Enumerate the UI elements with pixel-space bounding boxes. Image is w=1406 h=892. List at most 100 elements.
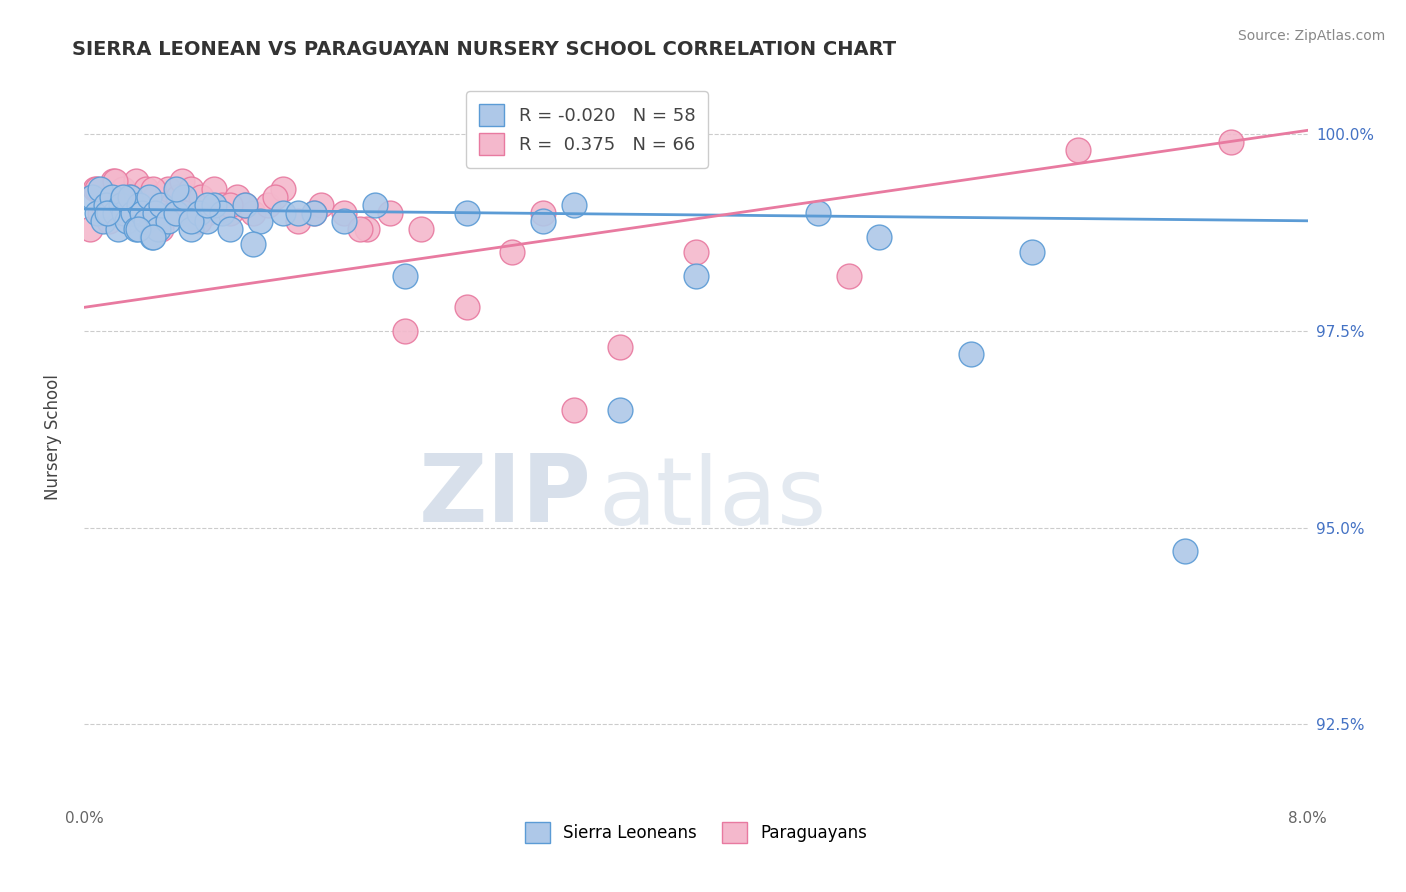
Point: [104, 206, 127, 220]
Point: [188, 206, 211, 220]
Point: [180, 182, 202, 196]
Point: [409, 221, 432, 235]
Text: atlas: atlas: [598, 453, 827, 545]
Point: [97, 206, 120, 220]
Point: [107, 221, 129, 235]
Point: [333, 214, 356, 228]
Point: [807, 206, 830, 220]
Point: [218, 206, 240, 220]
Point: [380, 206, 402, 220]
Point: [211, 206, 233, 220]
Point: [531, 206, 554, 220]
Point: [838, 268, 860, 283]
Point: [89, 182, 111, 196]
Point: [143, 206, 166, 220]
Point: [242, 237, 264, 252]
Point: [89, 206, 111, 220]
Point: [195, 198, 218, 212]
Point: [165, 182, 187, 196]
Point: [456, 301, 478, 315]
Point: [562, 402, 585, 417]
Legend: Sierra Leoneans, Paraguayans: Sierra Leoneans, Paraguayans: [519, 815, 873, 849]
Point: [127, 198, 149, 212]
Point: [190, 190, 212, 204]
Point: [97, 214, 120, 228]
Point: [111, 190, 134, 204]
Point: [356, 221, 378, 235]
Point: [1174, 544, 1197, 558]
Point: [162, 206, 184, 220]
Point: [135, 182, 157, 196]
Point: [211, 198, 233, 212]
Point: [101, 190, 124, 204]
Point: [173, 206, 195, 220]
Point: [80, 190, 103, 204]
Point: [271, 206, 294, 220]
Point: [184, 206, 207, 220]
Point: [125, 174, 148, 188]
Point: [364, 198, 387, 212]
Point: [302, 206, 325, 220]
Point: [146, 221, 169, 235]
Point: [96, 206, 118, 220]
Point: [111, 182, 134, 196]
Point: [91, 198, 114, 212]
Point: [115, 214, 138, 228]
Point: [869, 229, 891, 244]
Point: [609, 402, 631, 417]
Point: [86, 206, 108, 220]
Point: [149, 198, 172, 212]
Point: [94, 198, 117, 212]
Point: [249, 214, 271, 228]
Point: [226, 190, 249, 204]
Point: [165, 206, 187, 220]
Point: [91, 214, 114, 228]
Point: [139, 206, 162, 220]
Point: [120, 190, 142, 204]
Point: [104, 174, 127, 188]
Point: [180, 214, 202, 228]
Point: [165, 206, 187, 220]
Point: [157, 182, 180, 196]
Point: [233, 198, 256, 212]
Point: [127, 221, 149, 235]
Point: [153, 198, 176, 212]
Point: [1067, 143, 1090, 157]
Point: [149, 221, 172, 235]
Point: [141, 229, 163, 244]
Text: Source: ZipAtlas.com: Source: ZipAtlas.com: [1237, 29, 1385, 43]
Point: [135, 214, 157, 228]
Point: [302, 206, 325, 220]
Point: [173, 190, 195, 204]
Point: [685, 268, 707, 283]
Point: [142, 182, 165, 196]
Point: [125, 221, 148, 235]
Point: [1220, 135, 1243, 149]
Point: [188, 214, 211, 228]
Text: ZIP: ZIP: [419, 450, 592, 541]
Point: [148, 214, 170, 228]
Point: [93, 190, 115, 204]
Point: [120, 190, 142, 204]
Point: [531, 214, 554, 228]
Point: [110, 198, 132, 212]
Y-axis label: Nursery School: Nursery School: [44, 374, 62, 500]
Point: [129, 198, 152, 212]
Point: [960, 347, 983, 361]
Point: [271, 182, 294, 196]
Point: [112, 206, 135, 220]
Point: [111, 190, 134, 204]
Point: [609, 340, 631, 354]
Point: [84, 182, 107, 196]
Point: [202, 182, 225, 196]
Point: [172, 174, 194, 188]
Point: [287, 206, 309, 220]
Point: [107, 198, 129, 212]
Point: [349, 221, 371, 235]
Point: [233, 198, 256, 212]
Point: [166, 190, 188, 204]
Point: [138, 190, 160, 204]
Point: [86, 182, 108, 196]
Point: [180, 221, 202, 235]
Point: [562, 198, 585, 212]
